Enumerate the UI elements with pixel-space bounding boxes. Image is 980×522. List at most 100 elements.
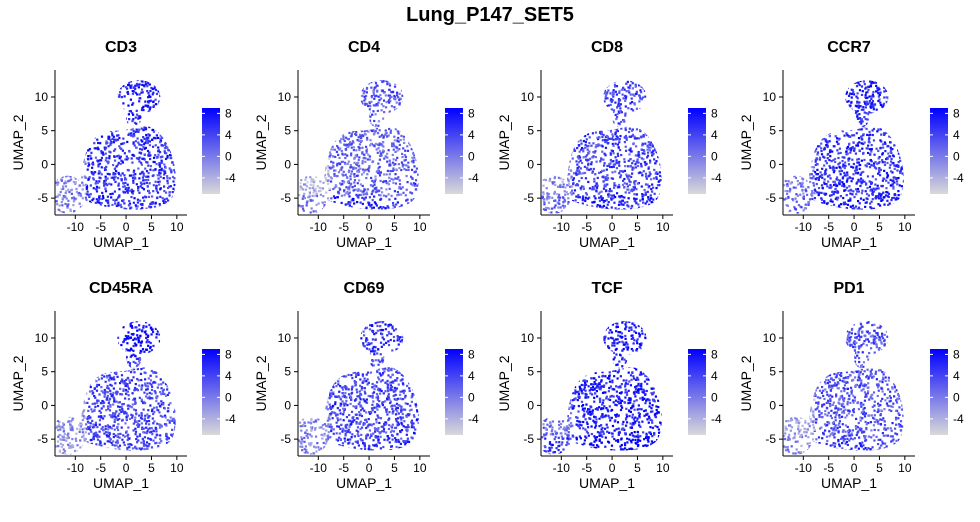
y-tick-label: 10 xyxy=(278,331,292,345)
y-axis-label: UMAP_2 xyxy=(10,114,26,170)
x-tick-label: -5 xyxy=(581,220,592,234)
x-tick-label: -10 xyxy=(67,461,85,475)
colorbar-tick-label: -4 xyxy=(468,171,479,185)
x-tick-label: 5 xyxy=(148,461,155,475)
panel-title: PD1 xyxy=(833,280,864,297)
x-tick-label: 10 xyxy=(413,461,427,475)
y-tick-label: 10 xyxy=(763,331,777,345)
x-axis-label: UMAP_1 xyxy=(821,234,877,250)
x-tick-label: 0 xyxy=(609,220,616,234)
point-cloud xyxy=(298,80,419,214)
colorbar-tick-label: 0 xyxy=(468,390,475,404)
x-tick-label: -5 xyxy=(95,461,106,475)
x-axis-label: UMAP_1 xyxy=(336,234,392,250)
y-tick-label: 10 xyxy=(35,90,49,104)
x-tick-label: 10 xyxy=(170,461,184,475)
panel-cd69: CD69 -10 -5 0 5 10 -5 0 5 10 UMAP_1 UMAP_2 8 4 0 -4 xyxy=(253,280,479,491)
y-axis-label: UMAP_2 xyxy=(10,355,26,411)
y-tick-label: 0 xyxy=(527,398,534,412)
colorbar-tick-label: -4 xyxy=(468,412,479,426)
x-tick-label: 0 xyxy=(851,220,858,234)
x-tick-label: 5 xyxy=(876,220,883,234)
x-tick-label: -10 xyxy=(795,461,813,475)
y-tick-label: -5 xyxy=(765,191,776,205)
x-tick-label: 0 xyxy=(851,461,858,475)
x-tick-label: -5 xyxy=(338,461,349,475)
point-cloud xyxy=(298,321,419,455)
y-axis-label: UMAP_2 xyxy=(496,114,512,170)
colorbar xyxy=(688,108,706,194)
panel-title: CCR7 xyxy=(827,39,871,56)
x-axis-label: UMAP_1 xyxy=(336,475,392,491)
y-axis-label: UMAP_2 xyxy=(738,355,754,411)
x-tick-label: -10 xyxy=(553,220,571,234)
y-tick-label: 5 xyxy=(527,365,534,379)
point-cloud xyxy=(541,80,662,214)
x-axis-label: UMAP_1 xyxy=(821,475,877,491)
x-tick-label: 0 xyxy=(123,220,130,234)
y-tick-label: -5 xyxy=(37,191,48,205)
x-tick-label: -5 xyxy=(338,220,349,234)
panel-title: CD8 xyxy=(591,39,623,56)
colorbar-tick-label: 0 xyxy=(225,390,232,404)
colorbar-tick-label: 8 xyxy=(953,106,960,120)
colorbar-tick-label: 8 xyxy=(711,106,718,120)
colorbar-tick-label: 4 xyxy=(225,369,232,383)
y-tick-label: 0 xyxy=(769,398,776,412)
x-tick-label: 0 xyxy=(609,461,616,475)
colorbar xyxy=(688,349,706,435)
x-tick-label: 10 xyxy=(413,220,427,234)
y-tick-label: 5 xyxy=(284,365,291,379)
colorbar xyxy=(202,108,220,194)
colorbar-tick-label: 8 xyxy=(711,347,718,361)
y-tick-label: 5 xyxy=(769,365,776,379)
colorbar xyxy=(445,349,463,435)
y-tick-label: 5 xyxy=(41,365,48,379)
point-cloud xyxy=(783,80,904,214)
panel-title: CD45RA xyxy=(89,280,153,297)
panel-ccr7: CCR7 -10 -5 0 5 10 -5 0 5 10 UMAP_1 UMAP_2 8 4 0 -4 xyxy=(738,39,964,250)
panel-title: CD3 xyxy=(105,39,137,56)
y-tick-label: 5 xyxy=(769,124,776,138)
y-tick-label: 10 xyxy=(35,331,49,345)
x-tick-label: 5 xyxy=(876,461,883,475)
x-tick-label: 0 xyxy=(366,461,373,475)
x-axis-label: UMAP_1 xyxy=(93,475,149,491)
colorbar-tick-label: -4 xyxy=(225,171,236,185)
colorbar-tick-label: 8 xyxy=(953,347,960,361)
y-tick-label: -5 xyxy=(37,432,48,446)
y-tick-label: 0 xyxy=(769,157,776,171)
colorbar xyxy=(202,349,220,435)
x-tick-label: -5 xyxy=(95,220,106,234)
x-tick-label: -5 xyxy=(581,461,592,475)
colorbar-tick-label: 0 xyxy=(225,149,232,163)
y-axis-label: UMAP_2 xyxy=(253,114,269,170)
panel-cd3: CD3 -10 -5 0 5 10 -5 0 5 10 UMAP_1 UMAP_2 8 4 0 -4 xyxy=(10,39,236,250)
y-axis-label: UMAP_2 xyxy=(496,355,512,411)
panel-title: CD69 xyxy=(344,280,385,297)
y-tick-label: 10 xyxy=(763,90,777,104)
x-tick-label: -10 xyxy=(553,461,571,475)
panel-title: CD4 xyxy=(348,39,380,56)
y-tick-label: 10 xyxy=(278,90,292,104)
colorbar-tick-label: 4 xyxy=(953,369,960,383)
colorbar-tick-label: 4 xyxy=(468,128,475,142)
y-axis-label: UMAP_2 xyxy=(738,114,754,170)
point-cloud xyxy=(783,321,904,455)
x-tick-label: 5 xyxy=(634,220,641,234)
y-tick-label: -5 xyxy=(523,432,534,446)
colorbar-tick-label: 0 xyxy=(468,149,475,163)
colorbar-tick-label: -4 xyxy=(711,171,722,185)
colorbar-tick-label: 4 xyxy=(711,369,718,383)
colorbar-tick-label: 0 xyxy=(953,149,960,163)
panel-cd4: CD4 -10 -5 0 5 10 -5 0 5 10 UMAP_1 UMAP_2 8 4 0 -4 xyxy=(253,39,479,250)
panel-cd8: CD8 -10 -5 0 5 10 -5 0 5 10 UMAP_1 UMAP_2 8 4 0 -4 xyxy=(496,39,722,250)
x-tick-label: 10 xyxy=(170,220,184,234)
x-tick-label: -10 xyxy=(310,461,328,475)
colorbar-tick-label: -4 xyxy=(711,412,722,426)
y-tick-label: 5 xyxy=(41,124,48,138)
colorbar-tick-label: 0 xyxy=(711,390,718,404)
colorbar-tick-label: 4 xyxy=(468,369,475,383)
x-tick-label: 5 xyxy=(634,461,641,475)
